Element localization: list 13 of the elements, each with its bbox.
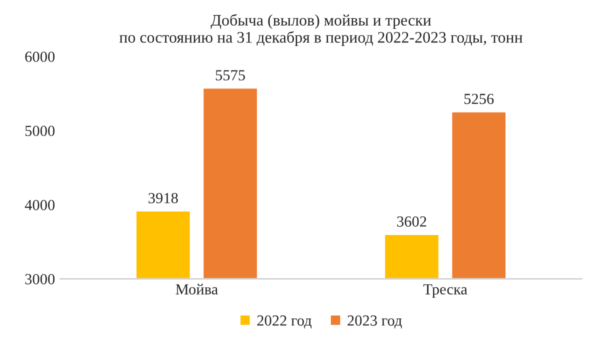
chart-title: Добыча (вылов) мойвы и трески по состоянию на 31 декабря в период 2022-2023 годы, тонн: [119, 14, 522, 46]
y-tick-label: 6000: [25, 52, 55, 62]
y-tick-label: 5000: [25, 126, 55, 136]
legend-label: 2023 год: [348, 315, 402, 329]
y-tick-label: 4000: [24, 200, 55, 210]
data-label: 5575: [216, 70, 245, 80]
data-label: 3602: [397, 216, 426, 227]
y-tick-label: 3000: [25, 274, 55, 284]
x-tick-label: Треска: [423, 284, 468, 298]
data-label: 5256: [464, 94, 494, 104]
x-tick-label: Мойва: [176, 284, 218, 294]
data-label: 3918: [148, 192, 178, 204]
legend-label: 2022 год: [257, 315, 312, 329]
